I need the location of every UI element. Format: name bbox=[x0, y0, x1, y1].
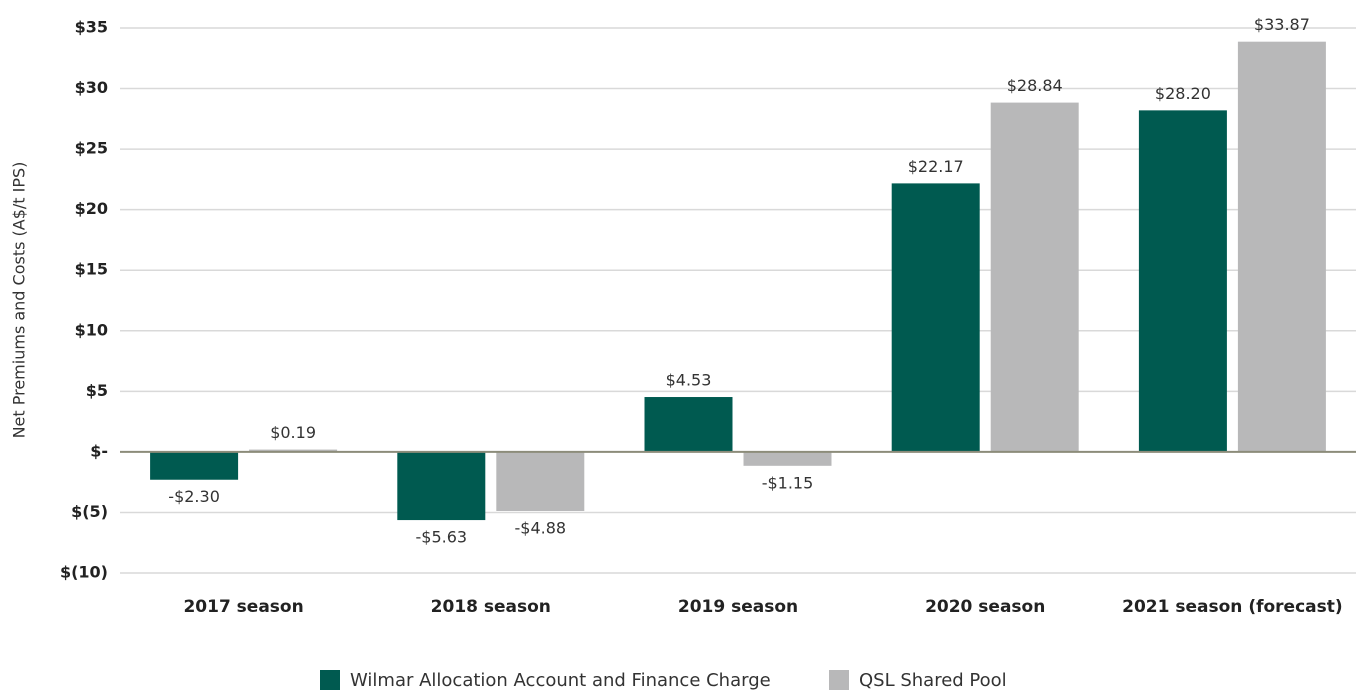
data-label: -$4.88 bbox=[515, 518, 567, 537]
x-tick-label: 2017 season bbox=[183, 597, 303, 617]
bar bbox=[397, 451, 486, 521]
legend-swatch bbox=[829, 670, 849, 690]
bar bbox=[1237, 41, 1326, 452]
data-label: $28.20 bbox=[1155, 84, 1211, 103]
y-tick-label: $35 bbox=[75, 18, 108, 37]
y-tick-label: $25 bbox=[75, 139, 108, 158]
bar bbox=[249, 449, 338, 452]
y-tick-label: $20 bbox=[75, 199, 108, 218]
x-tick-label: 2019 season bbox=[678, 597, 798, 617]
data-label: -$1.15 bbox=[762, 473, 814, 492]
y-tick-label: $- bbox=[90, 441, 108, 460]
y-tick-label: $5 bbox=[86, 381, 108, 400]
y-tick-label: $15 bbox=[75, 260, 108, 279]
bar bbox=[150, 451, 239, 480]
y-tick-label: $(10) bbox=[60, 563, 108, 582]
data-label: $33.87 bbox=[1254, 15, 1310, 34]
bar bbox=[644, 397, 733, 452]
y-tick-label: $30 bbox=[75, 78, 108, 97]
y-tick-label: $(5) bbox=[71, 502, 108, 521]
legend-label: QSL Shared Pool bbox=[859, 670, 1007, 691]
bar bbox=[743, 451, 832, 466]
x-tick-label: 2021 season (forecast) bbox=[1122, 597, 1343, 617]
data-label: $28.84 bbox=[1007, 76, 1063, 95]
bar bbox=[990, 102, 1079, 452]
x-tick-label: 2020 season bbox=[925, 597, 1045, 617]
y-tick-label: $10 bbox=[75, 320, 108, 339]
bar bbox=[1138, 110, 1227, 452]
data-label: $22.17 bbox=[908, 157, 964, 176]
data-label: -$5.63 bbox=[416, 528, 468, 547]
data-label: $0.19 bbox=[270, 423, 316, 442]
legend-label: Wilmar Allocation Account and Finance Ch… bbox=[350, 670, 771, 691]
bar bbox=[891, 183, 980, 452]
y-axis-label: Net Premiums and Costs (A$/t IPS) bbox=[10, 162, 29, 439]
data-label: -$2.30 bbox=[168, 487, 220, 506]
x-tick-label: 2018 season bbox=[431, 597, 551, 617]
legend-swatch bbox=[320, 670, 340, 690]
bar bbox=[496, 451, 585, 511]
data-label: $4.53 bbox=[666, 371, 712, 390]
